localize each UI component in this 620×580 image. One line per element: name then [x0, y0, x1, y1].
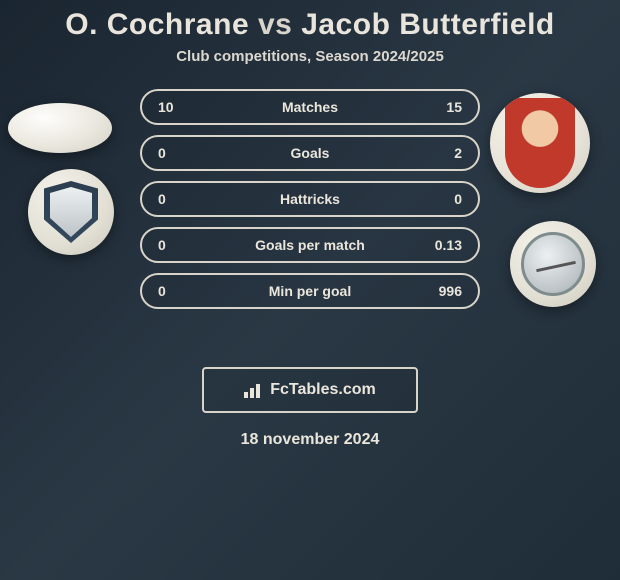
player-face-icon [505, 98, 575, 188]
club-crest-icon [44, 181, 98, 243]
date-label: 18 november 2024 [0, 431, 620, 449]
comparison-area: 10 Matches 15 0 Goals 2 0 Hattricks 0 0 … [0, 89, 620, 349]
stat-right: 0.13 [406, 237, 462, 253]
player1-avatar [8, 103, 112, 153]
brand-box: FcTables.com [202, 367, 418, 413]
player2-name: Jacob Butterfield [301, 8, 555, 41]
stat-row: 0 Goals per match 0.13 [140, 227, 480, 263]
stat-left: 0 [158, 191, 214, 207]
stat-row: 0 Hattricks 0 [140, 181, 480, 217]
stat-row: 0 Goals 2 [140, 135, 480, 171]
stat-label: Min per goal [214, 283, 406, 299]
stat-label: Matches [214, 99, 406, 115]
stat-label: Goals [214, 145, 406, 161]
player2-club-badge [510, 221, 596, 307]
club-crest-icon [521, 232, 585, 296]
vs-label: vs [258, 8, 292, 41]
stat-right: 15 [406, 99, 462, 115]
page-title: O. Cochrane vs Jacob Butterfield [0, 8, 620, 42]
stat-left: 10 [158, 99, 214, 115]
stat-row: 0 Min per goal 996 [140, 273, 480, 309]
stat-label: Hattricks [214, 191, 406, 207]
infographic: O. Cochrane vs Jacob Butterfield Club co… [0, 0, 620, 449]
stat-right: 2 [406, 145, 462, 161]
stat-left: 0 [158, 145, 214, 161]
stats-table: 10 Matches 15 0 Goals 2 0 Hattricks 0 0 … [140, 89, 480, 319]
player2-avatar [490, 93, 590, 193]
chart-icon [244, 382, 264, 398]
brand-label: FcTables.com [270, 381, 376, 399]
player1-name: O. Cochrane [65, 8, 249, 41]
stat-label: Goals per match [214, 237, 406, 253]
stat-right: 996 [406, 283, 462, 299]
stat-right: 0 [406, 191, 462, 207]
stat-left: 0 [158, 283, 214, 299]
subtitle: Club competitions, Season 2024/2025 [0, 48, 620, 65]
player1-club-badge [28, 169, 114, 255]
stat-row: 10 Matches 15 [140, 89, 480, 125]
stat-left: 0 [158, 237, 214, 253]
